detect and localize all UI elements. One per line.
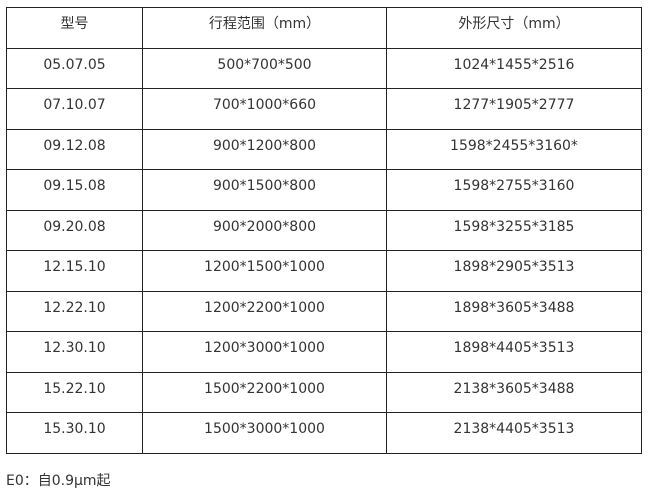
cell-dimensions: 1898*4405*3513 xyxy=(386,331,642,373)
table-row: 09.12.08 900*1200*800 1598*2455*3160* xyxy=(6,128,642,170)
cell-dimensions: 1024*1455*2516 xyxy=(386,47,642,89)
cell-travel-range: 700*1000*660 xyxy=(142,88,387,130)
cell-travel-range: 1200*2200*1000 xyxy=(142,290,387,332)
cell-dimensions: 1898*2905*3513 xyxy=(386,250,642,292)
cell-dimensions: 1598*2755*3160 xyxy=(386,169,642,211)
cell-model: 12.30.10 xyxy=(6,331,143,373)
cell-travel-range: 900*1500*800 xyxy=(142,169,387,211)
header-model: 型号 xyxy=(6,7,143,49)
table-row: 15.22.10 1500*2200*1000 2138*3605*3488 xyxy=(6,371,642,413)
cell-travel-range: 500*700*500 xyxy=(142,47,387,89)
cell-travel-range: 1200*1500*1000 xyxy=(142,250,387,292)
table-row: 12.30.10 1200*3000*1000 1898*4405*3513 xyxy=(6,331,642,373)
cell-travel-range: 1200*3000*1000 xyxy=(142,331,387,373)
table-row: 05.07.05 500*700*500 1024*1455*2516 xyxy=(6,47,642,89)
table-header-row: 型号 行程范围（mm） 外形尺寸（mm） xyxy=(6,7,642,49)
cell-travel-range: 900*1200*800 xyxy=(142,128,387,170)
cell-model: 09.12.08 xyxy=(6,128,143,170)
cell-dimensions: 2138*4405*3513 xyxy=(386,412,642,454)
cell-dimensions: 2138*3605*3488 xyxy=(386,371,642,413)
cell-model: 09.20.08 xyxy=(6,209,143,251)
table-row: 12.15.10 1200*1500*1000 1898*2905*3513 xyxy=(6,250,642,292)
header-dimensions: 外形尺寸（mm） xyxy=(386,7,642,49)
cell-travel-range: 1500*3000*1000 xyxy=(142,412,387,454)
cell-model: 07.10.07 xyxy=(6,88,143,130)
cell-dimensions: 1277*1905*2777 xyxy=(386,88,642,130)
table-row: 15.30.10 1500*3000*1000 2138*4405*3513 xyxy=(6,412,642,454)
table-row: 07.10.07 700*1000*660 1277*1905*2777 xyxy=(6,88,642,130)
cell-travel-range: 900*2000*800 xyxy=(142,209,387,251)
footnote: E0：自0.9μm起 xyxy=(6,473,111,489)
header-travel-range: 行程范围（mm） xyxy=(142,7,387,49)
cell-model: 12.15.10 xyxy=(6,250,143,292)
spec-table: 型号 行程范围（mm） 外形尺寸（mm） 05.07.05 500*700*500… xyxy=(6,7,642,454)
table-row: 09.20.08 900*2000*800 1598*3255*3185 xyxy=(6,209,642,251)
cell-travel-range: 1500*2200*1000 xyxy=(142,371,387,413)
table-row: 09.15.08 900*1500*800 1598*2755*3160 xyxy=(6,169,642,211)
table-row: 12.22.10 1200*2200*1000 1898*3605*3488 xyxy=(6,290,642,332)
cell-dimensions: 1898*3605*3488 xyxy=(386,290,642,332)
cell-model: 05.07.05 xyxy=(6,47,143,89)
cell-model: 09.15.08 xyxy=(6,169,143,211)
cell-model: 12.22.10 xyxy=(6,290,143,332)
cell-model: 15.22.10 xyxy=(6,371,143,413)
cell-model: 15.30.10 xyxy=(6,412,143,454)
cell-dimensions: 1598*2455*3160* xyxy=(386,128,642,170)
cell-dimensions: 1598*3255*3185 xyxy=(386,209,642,251)
